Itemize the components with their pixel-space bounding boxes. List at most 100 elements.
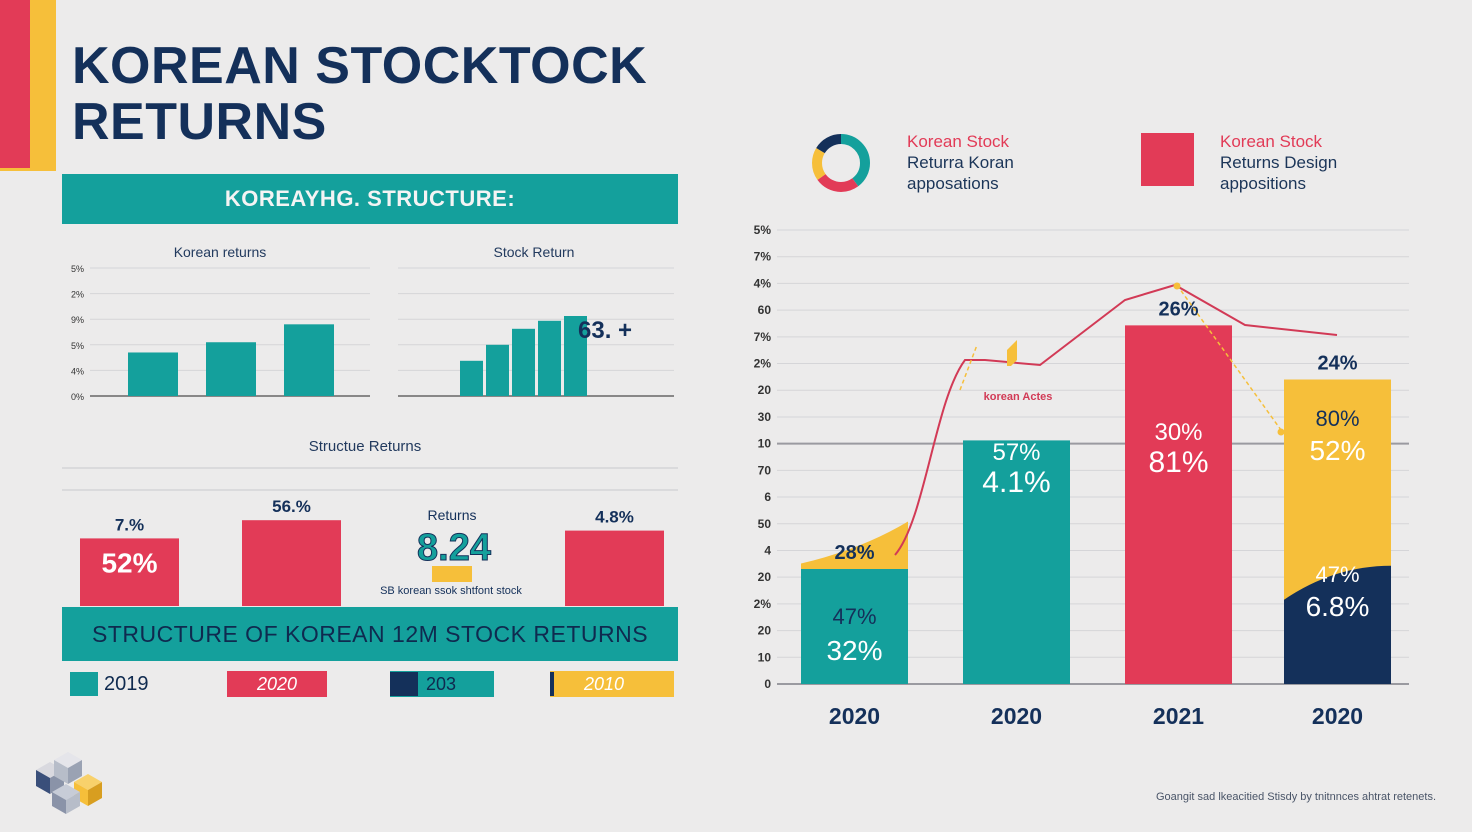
bar [206, 342, 256, 396]
bar-top-label: 7.% [115, 515, 144, 534]
y-tick-label: 2% [754, 357, 772, 371]
bar-inner-label: 57% [992, 439, 1040, 466]
page-title: KOREAN STOCKTOCK RETURNS [72, 38, 712, 150]
marker-icon [1007, 340, 1017, 366]
bar [512, 328, 535, 396]
y-tick-label: 10 [758, 650, 772, 664]
legend-swatch-edge [550, 672, 554, 696]
center-annotation-label: Returns [427, 507, 476, 523]
y-tick-label: 0 [764, 677, 771, 691]
bar-inner-label: 32% [826, 635, 882, 666]
y-tick-label: 50 [758, 517, 772, 531]
y-tick-label: 5% [71, 341, 84, 351]
square-legend-line-2: Returns Design [1220, 153, 1338, 172]
center-annotation-accent [432, 566, 472, 582]
accent-stripe-red [0, 0, 30, 170]
y-tick-label: 0% [71, 392, 84, 402]
y-tick-label: 7% [754, 330, 772, 344]
x-tick-label: 2020 [991, 703, 1042, 729]
bar-inner-label: 81% [1148, 446, 1208, 479]
bar-segment-teal [963, 440, 1070, 684]
bottom-banner: STRUCTURE OF KOREAN 12M STOCK RETURNS [62, 607, 678, 661]
square-legend-swatch [1141, 133, 1194, 186]
donut-legend-text: Korean Stock Returra Koran apposations [907, 131, 1014, 194]
y-tick-label: 4% [754, 276, 772, 290]
trend-line [894, 283, 1338, 556]
legend-swatch-navy [390, 672, 418, 696]
bar [284, 324, 334, 396]
bar-top-label: 28% [834, 542, 874, 564]
bar [565, 530, 664, 606]
center-annotation-value: 8.24 [417, 527, 491, 569]
bar-segment-red [1125, 325, 1232, 684]
bar [460, 360, 483, 396]
y-tick-label: 20 [758, 624, 772, 638]
chart-korean-returns: 5% 2% 9% 5% 4% 0% [71, 264, 370, 402]
legend-item-2010: 2010 [550, 671, 674, 697]
bar-top-label: 24% [1317, 353, 1357, 375]
bar-inner-label: 52% [1309, 435, 1365, 466]
legend-item-203: 203 [390, 671, 494, 697]
bar-inner-label: 30% [1154, 419, 1202, 446]
chart4-annotation: korean Actes [984, 391, 1053, 403]
legend-label: 2019 [104, 672, 149, 695]
y-tick-label: 9% [71, 315, 84, 325]
y-tick-label: 20 [758, 570, 772, 584]
y-tick-label: 5% [754, 223, 772, 237]
y-tick-label: 60 [758, 303, 772, 317]
bar-inner-label: 80% [1315, 406, 1359, 431]
x-tick-label: 2020 [1312, 703, 1363, 729]
bar-inner-label: 4.1% [982, 466, 1050, 499]
legend-label: 203 [426, 673, 457, 694]
bar-segment-navy [1284, 565, 1391, 684]
bar-top-label: 26% [1158, 298, 1198, 320]
accent-stripe-yellow [30, 0, 56, 170]
bar-segment-yellow [801, 521, 908, 569]
bar [486, 344, 509, 396]
bar-inner-label: 52% [101, 547, 157, 578]
y-tick-label: 2% [71, 290, 84, 300]
chart1-title: Korean returns [173, 244, 267, 260]
bar-inner-label: 47% [1315, 562, 1359, 587]
donut-legend-line-3: apposations [907, 174, 999, 193]
bar [128, 352, 178, 396]
donut-legend-line-1: Korean Stock [907, 132, 1010, 151]
y-tick-label: 30 [758, 410, 772, 424]
footer-credit: Goangit sad lkeacitied Stisdy by tnitnnc… [1155, 791, 1436, 803]
legend-swatch-teal [70, 672, 98, 696]
legend-left: 2019 2020 203 2010 [62, 671, 678, 699]
trend-point [1173, 282, 1181, 290]
title-line-1: KOREAN STOCKTOCK [72, 37, 648, 95]
bar-top-label: 4.8% [595, 508, 634, 527]
bar [80, 538, 179, 606]
bar [242, 520, 341, 606]
y-tick-label: 2% [754, 597, 772, 611]
y-tick-label: 4 [764, 543, 771, 557]
donut-legend-line-2: Returra Koran [907, 153, 1014, 172]
bar-inner-label: 6.8% [1306, 591, 1370, 622]
y-tick-label: 70 [758, 463, 772, 477]
legend-label: 2020 [256, 673, 298, 694]
bar-inner-label: 47% [832, 604, 876, 629]
trend-point [1277, 428, 1285, 436]
y-tick-label: 7% [754, 250, 772, 264]
bar-top-label: 56.% [272, 497, 311, 516]
y-tick-label: 5% [71, 264, 84, 274]
accent-underline [0, 168, 56, 171]
square-legend-text: Korean Stock Returns Design appositions [1220, 131, 1337, 194]
x-tick-label: 2020 [829, 703, 880, 729]
y-tick-label: 20 [758, 383, 772, 397]
chart2-title: Stock Return [493, 244, 575, 260]
square-legend-line-1: Korean Stock [1220, 132, 1323, 151]
center-annotation-caption: SB korean ssok shtfont stock [380, 585, 522, 597]
chart-stock-return: 63. + [398, 267, 674, 397]
guide-line [959, 284, 1282, 431]
square-legend-line-3: appositions [1220, 174, 1307, 193]
y-tick-label: 10 [758, 437, 772, 451]
bar-segment-teal [801, 568, 908, 684]
bar [538, 320, 561, 396]
chart-korean-stock-by-year: 5% 7% 4% 60 7% 2% 20 30 10 70 6 50 4 20 2% 20 10 0 28% 2020… [754, 223, 1409, 729]
chart3-title: Structue Returns [308, 438, 422, 455]
bar [564, 316, 587, 396]
legend-label: 2010 [584, 673, 625, 694]
